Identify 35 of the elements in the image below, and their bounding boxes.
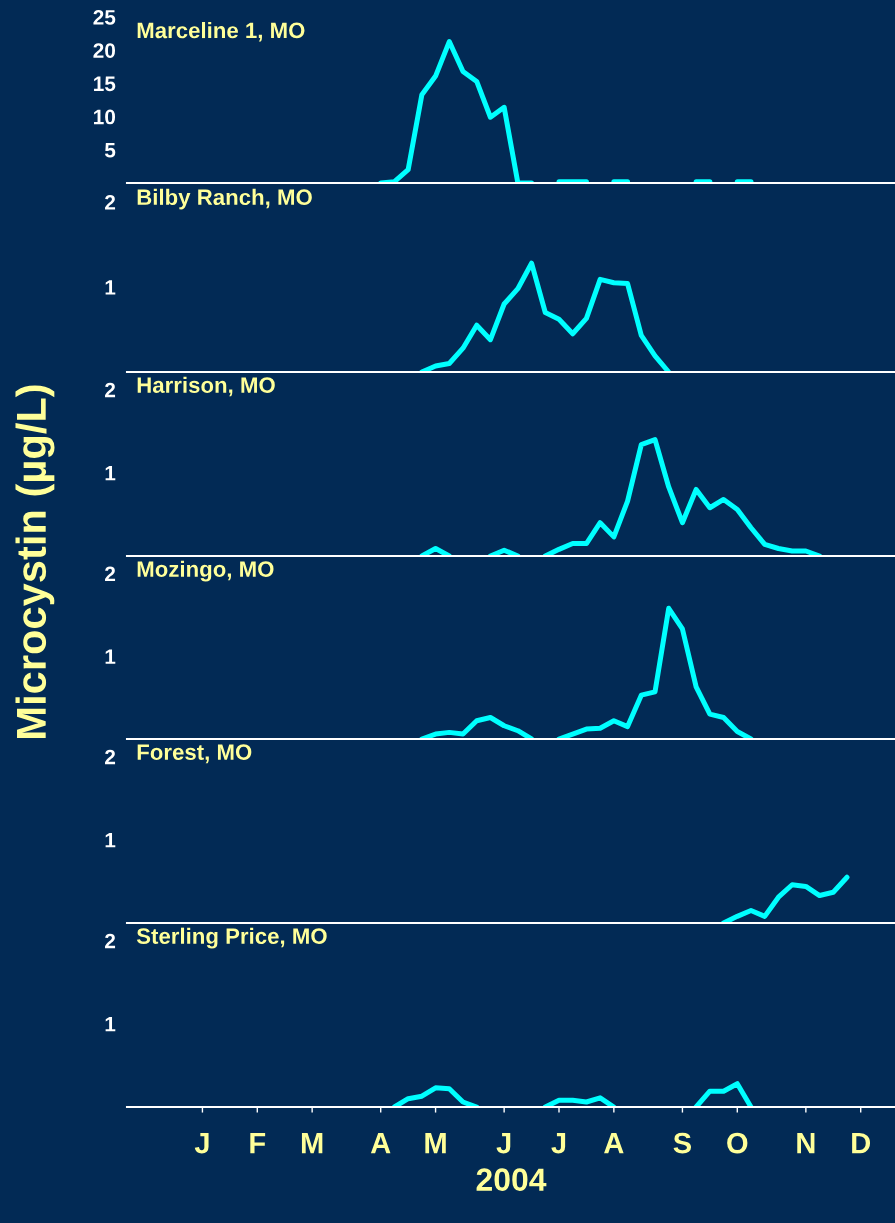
y-axis-title: Microcystin (µg/L) bbox=[15, 385, 55, 738]
chart-title: Forest, MO bbox=[137, 744, 252, 764]
chart-title: Mozingo, MO bbox=[137, 560, 274, 582]
x-tick-label: N bbox=[797, 1133, 815, 1154]
y-tick-label: 5 bbox=[104, 143, 116, 158]
y-tick-label: 2 bbox=[105, 382, 116, 398]
y-tick-label: 1 bbox=[105, 649, 116, 664]
x-tick-label: M bbox=[425, 1133, 446, 1154]
x-tick-label: A bbox=[604, 1133, 624, 1154]
x-axis-title: 2004 bbox=[476, 1168, 547, 1191]
chart-title: Sterling Price, MO bbox=[136, 927, 327, 949]
y-tick-label: 20 bbox=[93, 43, 116, 58]
x-tick-label: J bbox=[551, 1133, 566, 1154]
y-tick-label: 2 bbox=[105, 566, 116, 582]
y-tick-label: 2 bbox=[105, 749, 116, 765]
x-tick-label: O bbox=[727, 1132, 748, 1154]
y-tick-label: 1 bbox=[105, 466, 116, 481]
y-tick-label: 1 bbox=[105, 280, 116, 295]
chart-title: Bilby Ranch, MO bbox=[137, 188, 312, 210]
y-tick-label: 1 bbox=[105, 1017, 116, 1032]
x-tick-label: J bbox=[194, 1133, 209, 1154]
y-tick-label: 10 bbox=[94, 109, 116, 125]
x-tick-label: F bbox=[250, 1133, 266, 1154]
x-tick-label: A bbox=[370, 1133, 391, 1154]
chart-title: Marceline 1, MO bbox=[137, 21, 305, 42]
chart-title: Harrison, MO bbox=[137, 376, 275, 397]
x-tick-label: S bbox=[673, 1132, 692, 1154]
x-tick-label: D bbox=[852, 1133, 871, 1154]
y-tick-label: 2 bbox=[105, 933, 116, 949]
x-tick-label: M bbox=[301, 1133, 323, 1154]
y-tick-label: 2 bbox=[105, 195, 116, 210]
y-tick-label: 1 bbox=[105, 833, 116, 848]
y-tick-label: 15 bbox=[94, 76, 116, 92]
y-tick-label: 25 bbox=[93, 10, 116, 25]
x-tick-label: J bbox=[496, 1133, 511, 1154]
